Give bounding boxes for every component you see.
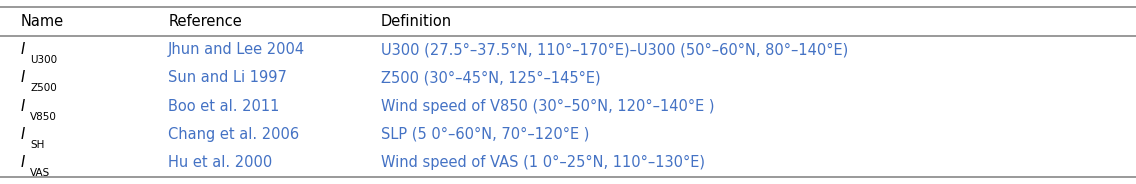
Text: I: I <box>20 127 25 142</box>
Text: VAS: VAS <box>31 168 50 178</box>
Text: Definition: Definition <box>381 14 452 29</box>
Text: Z500 (30°–45°N, 125°–145°E): Z500 (30°–45°N, 125°–145°E) <box>381 70 600 85</box>
Text: Chang et al. 2006: Chang et al. 2006 <box>168 127 299 142</box>
Text: Wind speed of VAS (1 0°–25°N, 110°–130°E): Wind speed of VAS (1 0°–25°N, 110°–130°E… <box>381 155 704 170</box>
Text: U300 (27.5°–37.5°N, 110°–170°E)–U300 (50°–60°N, 80°–140°E): U300 (27.5°–37.5°N, 110°–170°E)–U300 (50… <box>381 42 847 57</box>
Text: Jhun and Lee 2004: Jhun and Lee 2004 <box>168 42 306 57</box>
Text: I: I <box>20 155 25 170</box>
Text: Z500: Z500 <box>31 84 57 93</box>
Text: Hu et al. 2000: Hu et al. 2000 <box>168 155 273 170</box>
Text: Name: Name <box>20 14 64 29</box>
Text: I: I <box>20 70 25 85</box>
Text: Wind speed of V850 (30°–50°N, 120°–140°E ): Wind speed of V850 (30°–50°N, 120°–140°E… <box>381 99 715 114</box>
Text: Boo et al. 2011: Boo et al. 2011 <box>168 99 279 114</box>
Text: SH: SH <box>31 140 44 150</box>
Text: I: I <box>20 42 25 57</box>
Text: Reference: Reference <box>168 14 242 29</box>
Text: V850: V850 <box>31 112 57 122</box>
Text: U300: U300 <box>31 55 57 65</box>
Text: Sun and Li 1997: Sun and Li 1997 <box>168 70 287 85</box>
Text: I: I <box>20 99 25 114</box>
Text: SLP (5 0°–60°N, 70°–120°E ): SLP (5 0°–60°N, 70°–120°E ) <box>381 127 588 142</box>
